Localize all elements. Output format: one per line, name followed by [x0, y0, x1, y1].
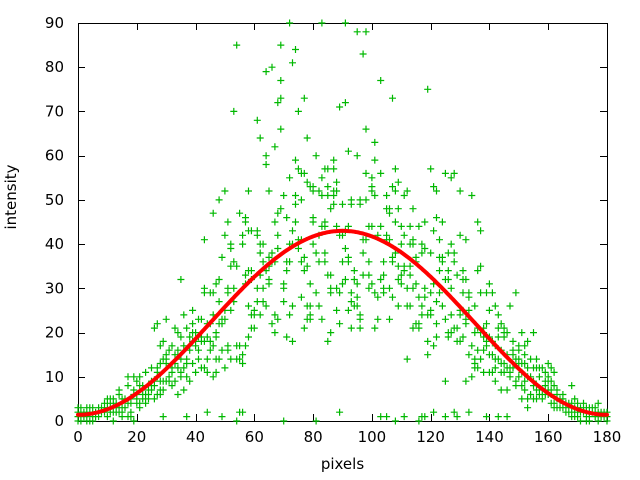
x-tick-label: 40	[186, 428, 205, 446]
y-tick-label: 60	[45, 147, 64, 165]
y-tick-label: 20	[45, 324, 64, 342]
x-tick-label: 20	[127, 428, 146, 446]
axis-ticks	[78, 23, 608, 422]
x-axis-label: pixels	[321, 455, 365, 473]
y-tick-label: 30	[45, 279, 64, 297]
y-tick-label: 50	[45, 191, 64, 209]
y-tick-label: 90	[45, 14, 64, 32]
x-tick-label: 140	[475, 428, 504, 446]
y-tick-label: 80	[45, 58, 64, 76]
x-tick-label: 180	[593, 428, 622, 446]
x-tick-label: 80	[304, 428, 323, 446]
x-tick-label: 100	[358, 428, 387, 446]
fit-curve	[76, 228, 609, 417]
x-tick-label: 120	[416, 428, 445, 446]
y-tick-label: 40	[45, 235, 64, 253]
x-tick-label: 160	[534, 428, 563, 446]
x-tick-label: 60	[245, 428, 264, 446]
y-axis-label: intensity	[2, 164, 20, 229]
plot-frame	[78, 23, 608, 422]
x-tick-label: 0	[73, 428, 83, 446]
y-tick-label: 10	[45, 368, 64, 386]
scatter-points	[74, 19, 611, 425]
y-tick-label: 70	[45, 102, 64, 120]
y-tick-label: 0	[54, 412, 64, 430]
